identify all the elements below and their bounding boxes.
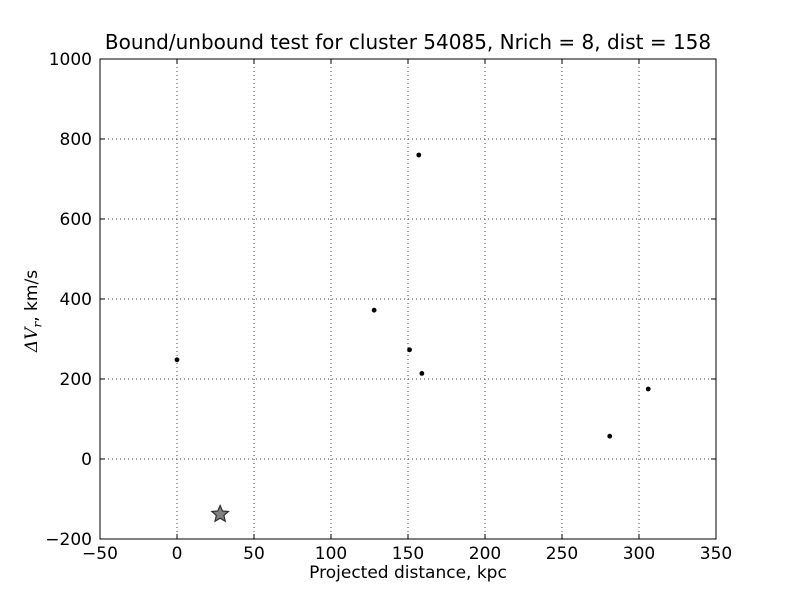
scatter-point [407,347,412,353]
y-tick-labels: −200 0 200 400 600 800 1000 [45,50,92,550]
y-axis-label-units: , km/s [22,269,42,322]
scatter-point [174,357,180,363]
chart-title: Bound/unbound test for cluster 54085, Nr… [104,30,712,54]
scatter-point [416,152,422,158]
data-points [174,152,651,523]
y-tick-label: 600 [60,210,92,230]
y-axis-label: ΔVr, km/s [21,226,45,396]
x-tick-label: 0 [172,544,183,564]
y-tick-label: −200 [45,530,92,550]
y-tick-label: 1000 [49,50,92,70]
x-tick-label: −50 [82,544,118,564]
y-axis-label-subscript: r [30,321,45,328]
x-tick-label: 150 [392,544,424,564]
x-tick-label: 100 [315,544,347,564]
x-tick-label: 200 [469,544,501,564]
y-tick-label: 0 [81,450,92,470]
y-axis-label-symbol: ΔV [22,327,42,353]
axes-frame [99,58,717,540]
y-tick-label: 400 [60,290,92,310]
scatter-point [371,307,377,313]
x-axis-label: Projected distance, kpc [309,563,507,583]
star-marker [210,503,230,523]
x-tick-label: 250 [546,544,578,564]
x-tick-label: 50 [243,544,265,564]
x-tick-labels: −50 0 50 100 150 200 250 300 350 [82,544,732,564]
x-tick-label: 300 [623,544,655,564]
plot-border [99,58,717,540]
scatter-point [607,433,613,439]
scatter-point [419,371,425,376]
gridlines [99,58,717,540]
y-tick-label: 800 [60,130,92,150]
y-tick-label: 200 [60,370,92,390]
x-tick-label: 350 [700,544,732,564]
scatter-point [645,386,651,392]
